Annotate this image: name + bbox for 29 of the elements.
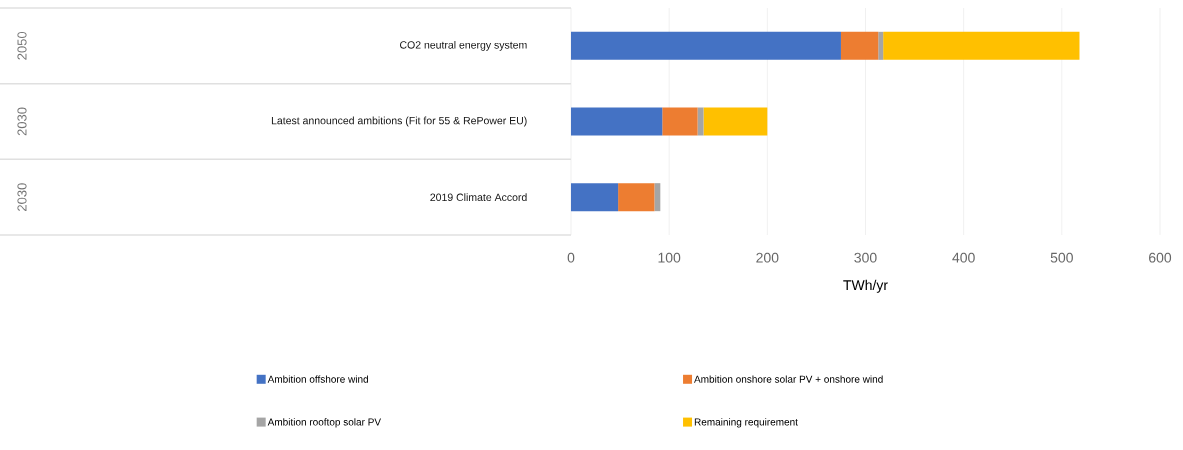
bar [878,31,884,60]
legend-label: Ambition onshore solar PV + onshore wind [694,375,883,383]
bar [697,107,704,136]
x-tick-label: 300 [854,252,877,263]
bar [570,31,841,60]
bar [662,107,698,136]
text: 2030 [17,107,27,136]
y-tick-label: Latest announced ambitions (Fit for 55 & RePower EU) [271,116,527,127]
bar [570,183,619,212]
text: 2030 [17,183,27,211]
x-tick-label: 0 [567,252,575,263]
bar [883,31,1080,60]
bar [654,183,661,212]
bar [840,31,879,60]
bar [703,107,768,136]
x-axis-title: TWh/yr [843,279,888,293]
legend-label: Remaining requirement [694,418,798,428]
x-tick-label: 500 [1050,252,1073,263]
x-tick-label: 200 [756,252,779,263]
y-tick-label: 2019 Climate Accord [430,193,527,202]
bar [570,107,663,136]
x-tick-label: 100 [658,252,681,263]
x-tick-label: 400 [952,252,975,263]
x-tick-label: 600 [1149,252,1172,263]
y-tick-label: CO2 neutral energy system [400,40,527,51]
legend-label: Ambition rooftop solar PV [267,418,381,428]
bar [618,183,655,212]
legend-label: Ambition offshore wind [267,375,368,383]
text: 2050 [17,31,27,60]
